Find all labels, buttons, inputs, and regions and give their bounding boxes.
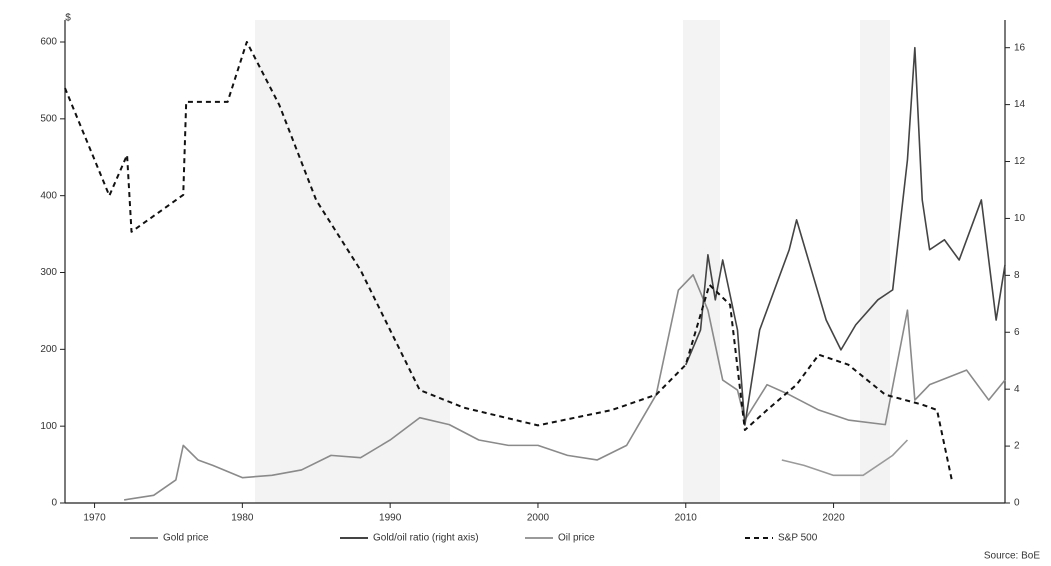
series-line [685, 46, 1006, 426]
y2-tick-label: 14 [1014, 99, 1026, 110]
y2-tick-label: 16 [1014, 42, 1026, 53]
x-tick-label: 1980 [231, 513, 254, 524]
y-tick-label: 500 [40, 113, 57, 124]
legend-label: S&P 500 [778, 533, 818, 544]
y-tick-label: 200 [40, 344, 57, 355]
y2-tick-label: 0 [1014, 498, 1020, 509]
x-tick-label: 2000 [527, 513, 550, 524]
y-tick-label: 0 [51, 498, 57, 509]
series-line [781, 439, 909, 477]
legend-label: Oil price [558, 533, 595, 544]
shaded-period [255, 20, 450, 503]
legend-label: Gold/oil ratio (right axis) [373, 533, 479, 544]
x-tick-label: 1970 [83, 513, 106, 524]
y2-tick-label: 2 [1014, 441, 1020, 452]
x-tick-label: 1990 [379, 513, 402, 524]
x-tick-label: 2010 [675, 513, 698, 524]
y-unit: $ [65, 13, 71, 24]
y2-tick-label: 4 [1014, 384, 1020, 395]
series-line [64, 41, 953, 481]
x-tick-label: 2020 [822, 513, 845, 524]
y2-tick-label: 8 [1014, 270, 1020, 281]
shaded-period [860, 20, 890, 503]
y2-tick-label: 10 [1014, 213, 1026, 224]
y-tick-label: 400 [40, 190, 57, 201]
y-tick-label: 100 [40, 421, 57, 432]
y-tick-label: 300 [40, 267, 57, 278]
y2-tick-label: 12 [1014, 156, 1026, 167]
source: Source: BoE [984, 551, 1040, 562]
y-tick-label: 600 [40, 37, 57, 48]
y2-tick-label: 6 [1014, 327, 1020, 338]
legend-label: Gold price [163, 533, 209, 544]
series-line [123, 274, 1006, 501]
shaded-period [683, 20, 720, 503]
